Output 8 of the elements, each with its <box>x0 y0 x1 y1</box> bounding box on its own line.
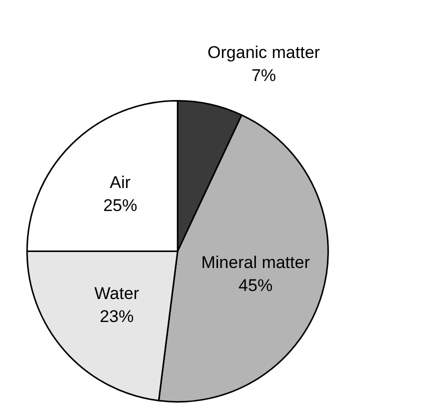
slice-label: Mineral matter <box>201 253 310 272</box>
data-label: 45% <box>238 276 273 295</box>
data-label: 25% <box>103 196 138 215</box>
slice-label: Air <box>110 173 131 192</box>
data-label: 7% <box>251 66 276 86</box>
slice-label: Organic matter <box>208 43 320 62</box>
slice-label: Water <box>94 284 140 304</box>
data-label: 23% <box>100 306 134 326</box>
